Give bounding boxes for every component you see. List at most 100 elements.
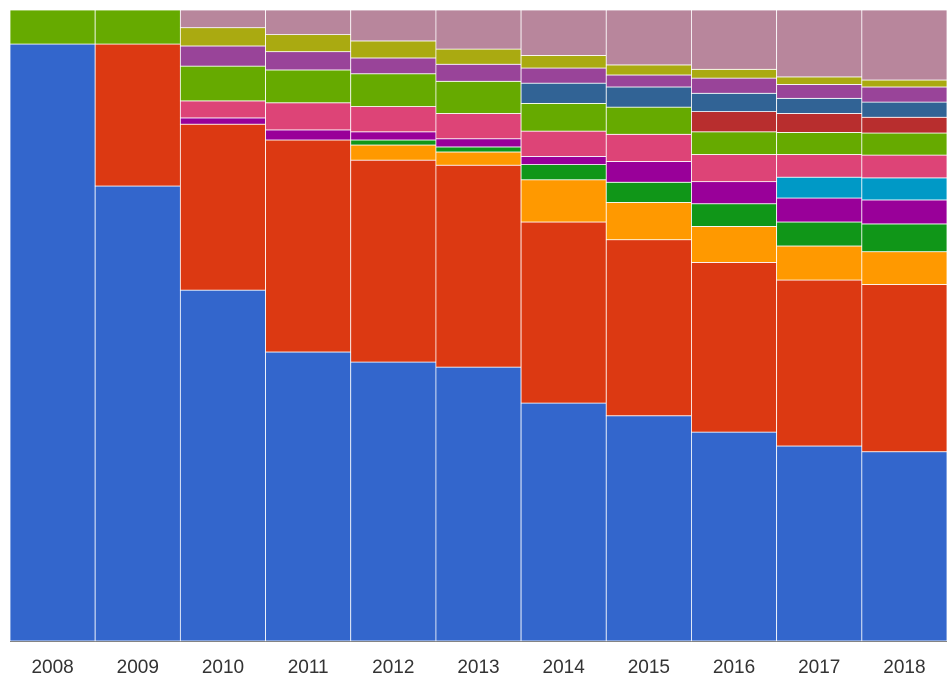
bar-segment [861, 86, 947, 103]
bar-segment [605, 239, 692, 417]
bar-segment [435, 138, 522, 148]
bar-segment [776, 245, 863, 281]
x-tick-label: 2009 [117, 657, 159, 678]
x-tick-label: 2013 [457, 657, 499, 678]
bar-segment [520, 9, 607, 56]
bar-segment [520, 221, 607, 404]
bar-segment [861, 251, 947, 285]
bar-segment [520, 155, 607, 165]
bar-segment [350, 159, 437, 363]
bar-segment [861, 79, 947, 88]
x-tick-label: 2017 [798, 657, 840, 678]
bar-segment [94, 43, 181, 187]
bar-segment [179, 117, 266, 125]
bar-segment [265, 139, 352, 353]
bar-segment [435, 164, 522, 368]
bar-segment [350, 139, 437, 146]
bar-segment [265, 51, 352, 71]
bar-segment [435, 146, 522, 153]
bar-segment [776, 279, 863, 447]
bar-segment [605, 202, 692, 241]
bar-segment [9, 9, 96, 45]
bar-segment [520, 82, 607, 104]
bar-segment [861, 101, 947, 118]
bar-segment [179, 65, 266, 102]
bar-segment [9, 43, 96, 642]
bar-segment [350, 40, 437, 59]
bar-segment [776, 97, 863, 114]
bar-segment [520, 402, 607, 642]
bar-segment [435, 151, 522, 166]
bar-segment [520, 164, 607, 181]
bar-segment [605, 161, 692, 183]
bar-segment [776, 84, 863, 99]
bar-segment [435, 80, 522, 114]
x-tick-label: 2011 [288, 657, 329, 678]
bar-segment [776, 154, 863, 178]
bar-segment [861, 223, 947, 253]
bar-segment [861, 284, 947, 453]
x-tick-label: 2018 [883, 657, 925, 678]
bar-segment [691, 92, 778, 112]
bar-segment [776, 113, 863, 133]
bar-segment [265, 34, 352, 53]
bar-segment [350, 144, 437, 161]
bar-segment [691, 226, 778, 263]
bar-segment [691, 203, 778, 227]
bar-segment [520, 102, 607, 132]
bar-segment [861, 116, 947, 134]
bar-segment [605, 9, 692, 66]
x-tick-label: 2015 [628, 657, 670, 678]
bar-segment [350, 131, 437, 141]
bar-segment [179, 100, 266, 119]
bar-segment [605, 106, 692, 135]
bar-segment [179, 45, 266, 67]
x-tick-label: 2008 [31, 657, 73, 678]
bar-segment [605, 74, 692, 88]
bar-segment [520, 67, 607, 84]
bar-segment [350, 361, 437, 642]
bar-segment [265, 9, 352, 36]
bar-segment [776, 9, 863, 78]
bar-segment [435, 366, 522, 642]
bar-segment [691, 181, 778, 205]
bar-segment [179, 9, 266, 29]
bar-segment [350, 106, 437, 133]
bar-segment [691, 77, 778, 94]
bar-segment [520, 130, 607, 157]
bar-segment [605, 133, 692, 162]
bar-segment [861, 9, 947, 81]
bar-segment [435, 113, 522, 140]
bar-segment [605, 415, 692, 642]
bar-segment [605, 64, 692, 76]
bar-segment [265, 102, 352, 131]
bar-segment [179, 27, 266, 47]
bar-segment [179, 289, 266, 642]
bar-segment [350, 57, 437, 75]
bar-segment [861, 451, 947, 642]
bar-segment [776, 176, 863, 199]
bar-segment [520, 55, 607, 69]
bar-segment [691, 9, 778, 70]
bar-segment [265, 69, 352, 104]
bar-segment [691, 431, 778, 642]
bar-segment [691, 111, 778, 133]
bar-segment [776, 221, 863, 247]
bar-segment [435, 48, 522, 65]
bar-segment [861, 132, 947, 156]
bar-segment [691, 68, 778, 79]
bar-segment [691, 261, 778, 433]
bar-segment [776, 76, 863, 85]
bar-segment [605, 181, 692, 203]
bar-segment [861, 154, 947, 179]
bar-segment [776, 445, 863, 642]
bar-segment [691, 131, 778, 155]
bar-segment [435, 9, 522, 50]
bar-segment [691, 154, 778, 183]
bar-segment [605, 86, 692, 108]
bar-segment [179, 123, 266, 291]
bar-segment [861, 177, 947, 201]
bar-segment [265, 129, 352, 141]
bar-segment [776, 197, 863, 223]
